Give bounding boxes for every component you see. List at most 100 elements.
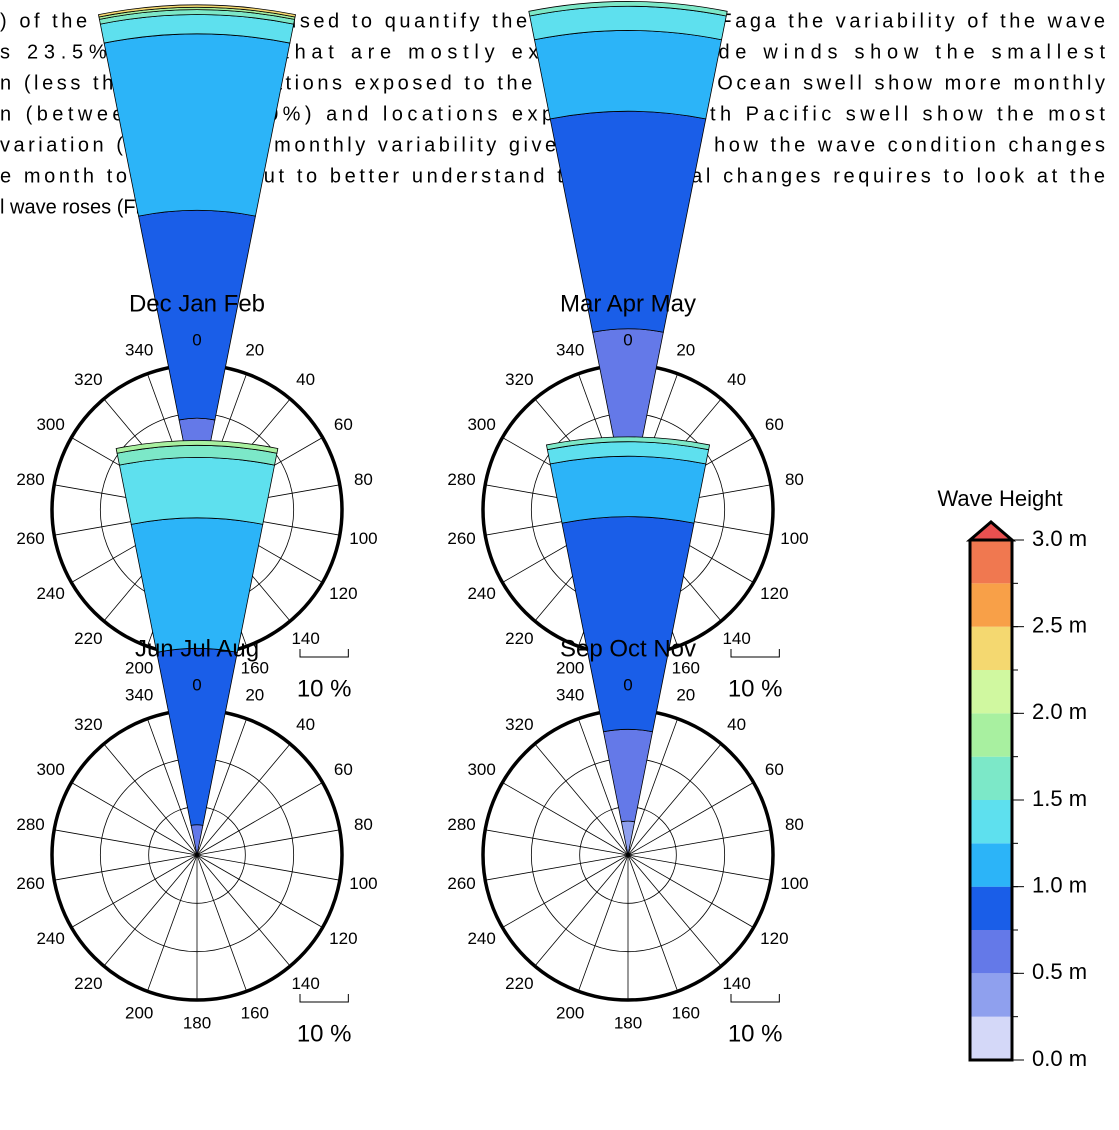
color-bin	[970, 756, 1012, 800]
direction-label: 80	[785, 470, 804, 489]
direction-label: 80	[354, 815, 373, 834]
spoke	[103, 743, 198, 856]
direction-label: 300	[36, 760, 64, 779]
spoke	[627, 782, 754, 856]
direction-label: 260	[16, 529, 44, 548]
direction-label: 80	[785, 815, 804, 834]
spoke	[502, 782, 629, 856]
direction-label: 40	[296, 715, 315, 734]
spoke	[196, 743, 291, 856]
spoke	[534, 854, 629, 967]
spoke	[627, 718, 678, 856]
direction-label: 160	[672, 658, 700, 677]
spoke	[627, 854, 678, 992]
direction-label: 280	[16, 470, 44, 489]
scale-label: 10 %	[728, 675, 783, 702]
direction-label: 120	[329, 929, 357, 948]
direction-label: 200	[125, 658, 153, 677]
color-bin	[970, 713, 1012, 757]
rose-title: Dec Jan Feb	[129, 290, 265, 317]
direction-label: 200	[556, 1003, 584, 1022]
direction-label: 280	[447, 470, 475, 489]
direction-label: 220	[74, 629, 102, 648]
color-bin	[970, 583, 1012, 627]
direction-label: 340	[556, 341, 584, 360]
direction-label: 100	[349, 529, 377, 548]
direction-label: 160	[241, 658, 269, 677]
direction-label: 180	[614, 1013, 642, 1032]
direction-label: 320	[505, 370, 533, 389]
spoke	[627, 829, 771, 856]
direction-label: 260	[447, 874, 475, 893]
paragraph-line: variation (>20%). The monthly variabilit…	[0, 134, 1105, 156]
direction-label: 240	[467, 929, 495, 948]
direction-label: 320	[505, 715, 533, 734]
direction-label: 100	[780, 874, 808, 893]
direction-label: 120	[760, 929, 788, 948]
wedge-segment	[545, 436, 711, 451]
spoke	[71, 854, 198, 928]
direction-label: 100	[780, 529, 808, 548]
spoke	[196, 782, 323, 856]
direction-label: 220	[74, 974, 102, 993]
spoke	[502, 854, 629, 928]
wedge-segment	[118, 457, 276, 525]
direction-label: 240	[467, 584, 495, 603]
color-bin	[970, 886, 1012, 930]
direction-label: 100	[349, 874, 377, 893]
spoke	[627, 854, 722, 967]
direction-label: 20	[676, 686, 695, 705]
direction-label: 40	[296, 370, 315, 389]
spoke	[147, 718, 198, 856]
direction-label: 60	[765, 760, 784, 779]
direction-label: 160	[672, 1003, 700, 1022]
wedge-segment	[103, 33, 291, 217]
color-bin	[970, 626, 1012, 670]
color-bin	[970, 843, 1012, 887]
colorbar-tick-label: 0.0 m	[1032, 1046, 1087, 1071]
color-bin	[970, 670, 1012, 714]
direction-label: 140	[291, 974, 319, 993]
direction-label: 120	[329, 584, 357, 603]
direction-label: 80	[354, 470, 373, 489]
spoke	[534, 743, 629, 856]
direction-label: 20	[676, 341, 695, 360]
spoke	[627, 743, 722, 856]
direction-label: 300	[467, 760, 495, 779]
direction-label: 140	[291, 629, 319, 648]
direction-label: 240	[36, 929, 64, 948]
colorbar-title: Wave Height	[937, 486, 1062, 511]
direction-label: 0	[623, 330, 632, 349]
rose-title: Jun Jul Aug	[135, 635, 259, 662]
direction-label: 20	[245, 686, 264, 705]
wedge-segment	[533, 30, 723, 120]
scale-bar	[299, 649, 349, 658]
scale-label: 10 %	[297, 675, 352, 702]
spoke	[71, 782, 198, 856]
direction-label: 300	[36, 415, 64, 434]
spoke	[54, 854, 198, 881]
direction-label: 160	[241, 1003, 269, 1022]
direction-label: 240	[36, 584, 64, 603]
direction-label: 280	[447, 815, 475, 834]
scale-bar	[730, 649, 780, 658]
scale-label: 10 %	[728, 1020, 783, 1047]
rose-title: Sep Oct Nov	[560, 635, 696, 662]
direction-label: 60	[765, 415, 784, 434]
spoke	[196, 829, 340, 856]
direction-label: 60	[334, 415, 353, 434]
scale-bar	[299, 994, 349, 1003]
spoke	[627, 854, 771, 881]
direction-label: 300	[467, 415, 495, 434]
direction-label: 0	[623, 675, 632, 694]
direction-label: 140	[722, 629, 750, 648]
colorbar-tick-label: 0.5 m	[1032, 959, 1087, 984]
rose-title: Mar Apr May	[560, 290, 696, 317]
spoke	[485, 829, 629, 856]
spoke	[196, 854, 323, 928]
wedge-segment	[97, 4, 297, 18]
direction-label: 20	[245, 341, 264, 360]
wedge-segment	[549, 455, 707, 524]
